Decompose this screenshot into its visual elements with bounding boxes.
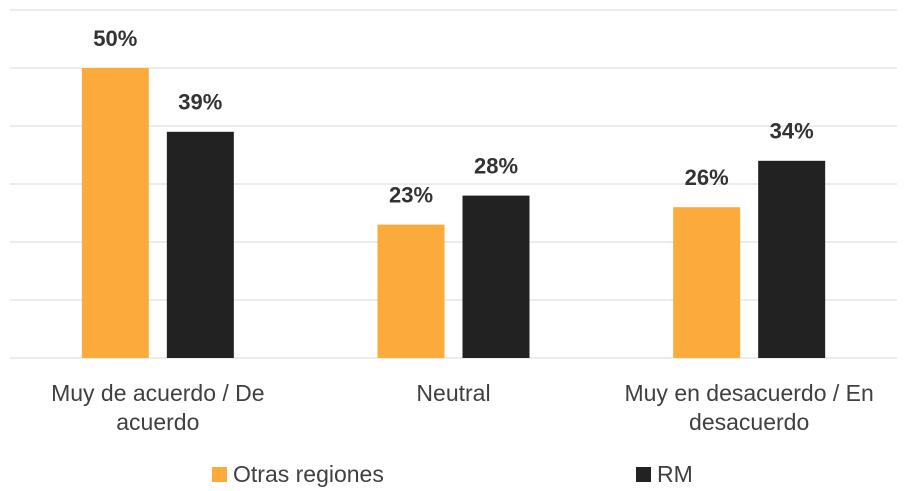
data-label: 39% <box>178 90 222 115</box>
legend-item: Otras regiones <box>212 461 384 488</box>
x-tick-label: Muy en desacuerdo / En desacuerdo <box>624 380 874 435</box>
data-label: 23% <box>389 182 433 207</box>
legend-label: Otras regiones <box>233 461 384 487</box>
bar <box>377 224 445 358</box>
data-label: 34% <box>770 119 814 144</box>
bar <box>462 195 530 358</box>
bar <box>166 131 234 358</box>
x-tick-label: Neutral <box>416 380 491 406</box>
data-label: 28% <box>474 153 518 178</box>
bar <box>81 68 149 358</box>
legend-label: RM <box>657 461 693 487</box>
legend-swatch <box>212 467 227 482</box>
data-label: 50% <box>93 26 137 51</box>
legend-swatch <box>636 467 651 482</box>
legend-item: RM <box>636 461 693 488</box>
x-tick-label: Muy de acuerdo / De acuerdo <box>51 380 265 435</box>
bar <box>673 207 741 358</box>
bar <box>758 160 826 358</box>
data-label: 26% <box>685 165 729 190</box>
